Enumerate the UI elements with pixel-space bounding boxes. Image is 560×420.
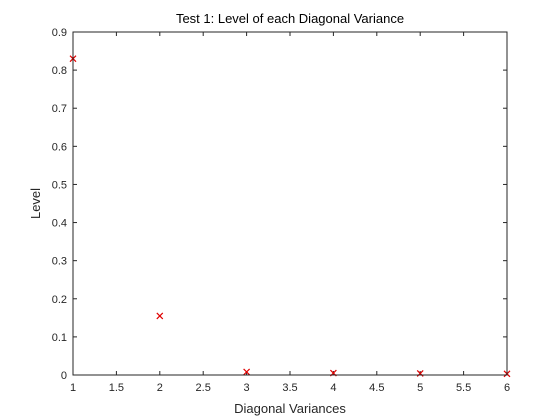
x-axis-label: Diagonal Variances [234, 401, 346, 416]
x-tick-label: 5.5 [456, 382, 471, 394]
x-tick-label: 3.5 [282, 382, 297, 394]
y-tick-label: 0.1 [52, 332, 67, 344]
plot-area-background [73, 32, 507, 375]
y-tick-label: 0.6 [52, 141, 67, 153]
x-tick-label: 4 [330, 382, 336, 394]
y-tick-label: 0.3 [52, 256, 67, 268]
axes-box [72, 31, 508, 376]
ticks-layer: 1 1.5 2 2.5 3 3.5 4 4.5 5 5.5 6 0 0.1 0.2 0.3 0.4 0.5 0.6… [52, 27, 510, 394]
x-tick-label: 2.5 [196, 382, 211, 394]
data-point-stroke [243, 368, 251, 376]
x-tick-label: 6 [504, 382, 510, 394]
y-tick-label: 0.4 [52, 218, 67, 230]
x-tick-label: 2 [157, 382, 163, 394]
y-tick-label: 0.7 [52, 103, 67, 115]
chart-title: Test 1: Level of each Diagonal Variance [176, 11, 404, 26]
y-tick-label: 0.8 [52, 65, 67, 77]
y-axis-label: Level [28, 188, 43, 219]
x-tick-label: 4.5 [369, 382, 384, 394]
y-tick-label: 0.5 [52, 179, 67, 191]
data-point-stroke [156, 312, 164, 320]
x-tick-label: 1.5 [109, 382, 124, 394]
data-point [156, 312, 164, 320]
x-tick-label: 3 [244, 382, 250, 394]
x-tick-label: 1 [70, 382, 76, 394]
y-tick-label: 0.2 [52, 294, 67, 306]
x-tick-label: 5 [417, 382, 423, 394]
y-tick-label: 0 [61, 370, 67, 382]
data-point [243, 368, 251, 376]
y-tick-label: 0.9 [52, 27, 67, 39]
